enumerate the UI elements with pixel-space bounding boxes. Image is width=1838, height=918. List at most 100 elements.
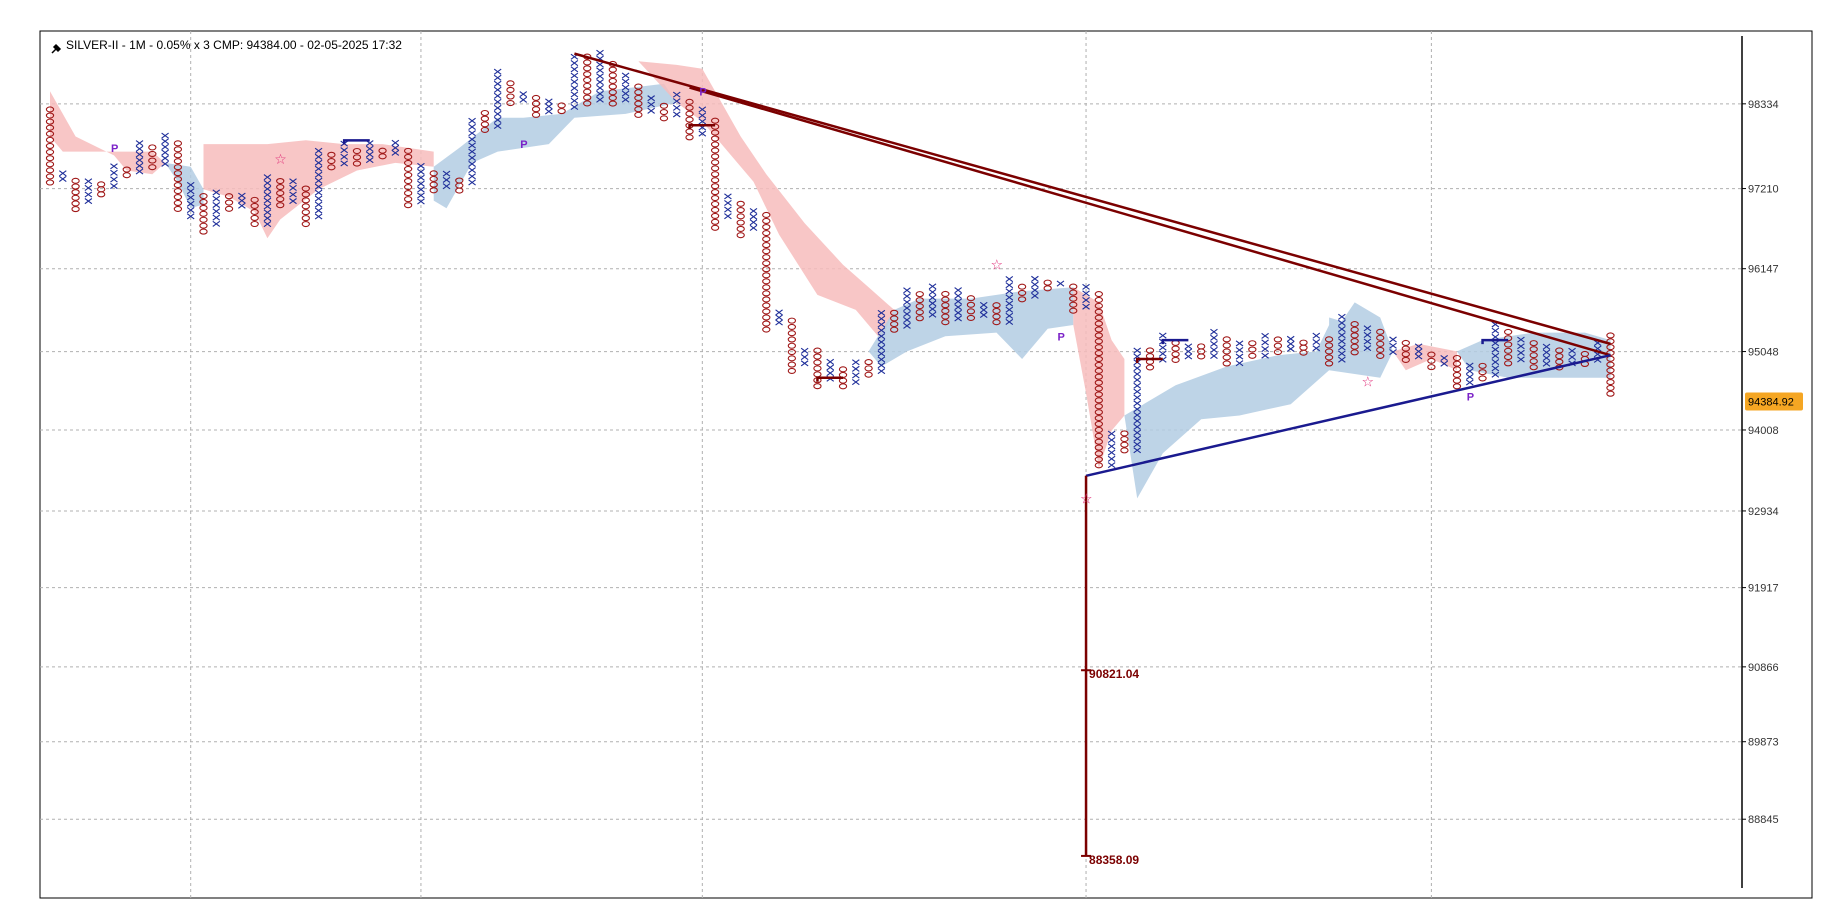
- x-column: [596, 49, 604, 103]
- o-box: [1503, 341, 1513, 348]
- x-box: [442, 176, 451, 183]
- o-box: [276, 190, 285, 197]
- x-column: [1542, 343, 1551, 367]
- o-box: [250, 214, 259, 222]
- x-box: [749, 207, 758, 215]
- o-box: [378, 147, 387, 154]
- x-box: [468, 117, 476, 124]
- o-column: [1376, 328, 1385, 359]
- x-box: [1005, 276, 1014, 283]
- o-box: [710, 141, 720, 148]
- o-box: [71, 177, 80, 184]
- x-box: [391, 144, 400, 151]
- o-box: [736, 213, 745, 220]
- x-box: [212, 208, 221, 215]
- x-box: [519, 96, 528, 103]
- x-box: [1568, 354, 1576, 361]
- x-box: [1133, 441, 1142, 448]
- x-box: [1440, 354, 1449, 362]
- x-box: [314, 189, 323, 196]
- x-box: [1465, 379, 1474, 386]
- x-box: [314, 165, 323, 172]
- o-box: [1017, 296, 1027, 303]
- x-box: [877, 362, 886, 369]
- o-box: [762, 248, 771, 255]
- o-box: [71, 200, 80, 207]
- o-box: [45, 149, 55, 156]
- o-box: [1478, 362, 1487, 369]
- o-box: [813, 365, 822, 372]
- o-box: [787, 348, 797, 356]
- o-box: [966, 301, 976, 308]
- x-box: [826, 370, 835, 377]
- o-column: [890, 309, 899, 333]
- x-box: [110, 163, 118, 170]
- x-box: [1491, 352, 1500, 359]
- x-column: [1235, 340, 1244, 367]
- x-box: [851, 365, 860, 372]
- star-icon: ☆: [1080, 491, 1093, 507]
- o-box: [1606, 332, 1615, 339]
- o-box: [787, 336, 797, 343]
- o-box: [710, 200, 720, 208]
- x-box: [1517, 336, 1525, 343]
- o-box: [403, 159, 413, 166]
- x-column: [238, 192, 246, 209]
- o-box: [915, 309, 924, 316]
- o-column: [1017, 283, 1027, 303]
- x-box: [928, 311, 937, 318]
- x-box: [493, 68, 502, 75]
- o-box: [1503, 354, 1513, 361]
- x-box: [1031, 287, 1039, 294]
- x-box: [1107, 436, 1116, 444]
- x-box: [596, 73, 604, 80]
- x-box: [621, 78, 630, 85]
- o-column: [352, 147, 362, 167]
- x-box: [1414, 343, 1423, 350]
- x-box: [238, 197, 246, 204]
- o-box: [122, 172, 131, 179]
- target-label: 90821.04: [1089, 667, 1139, 681]
- x-box: [314, 207, 323, 214]
- x-box: [493, 80, 502, 87]
- o-box: [583, 65, 592, 72]
- o-box: [736, 207, 745, 214]
- o-box: [787, 330, 797, 337]
- x-box: [1133, 388, 1142, 395]
- o-box: [1120, 441, 1129, 448]
- x-box: [1235, 346, 1244, 354]
- x-box: [1338, 344, 1346, 351]
- o-box: [1606, 384, 1615, 391]
- o-box: [1094, 338, 1103, 345]
- x-box: [365, 145, 374, 152]
- x-box: [135, 168, 144, 175]
- x-box: [1031, 292, 1039, 299]
- o-box: [403, 202, 413, 209]
- o-box: [1478, 375, 1487, 382]
- o-box: [1094, 397, 1103, 404]
- x-column: [1082, 283, 1090, 310]
- x-box: [1363, 338, 1372, 345]
- x-box: [1261, 352, 1269, 359]
- o-column: [506, 80, 515, 107]
- y-axis: 98334 97210 96147 95048 94008 92934 91917 90866…: [1742, 99, 1779, 826]
- o-box: [557, 102, 566, 109]
- o-box: [45, 179, 55, 186]
- o-box: [71, 206, 80, 213]
- o-box: [1094, 391, 1103, 398]
- x-box: [1338, 313, 1346, 320]
- x-column: [135, 140, 144, 175]
- o-column: [966, 295, 976, 322]
- o-box: [148, 150, 157, 158]
- o-box: [992, 307, 1001, 314]
- o-box: [1606, 361, 1615, 368]
- x-box: [493, 86, 502, 93]
- o-box: [531, 94, 541, 101]
- x-box: [903, 316, 911, 323]
- x-column: [724, 193, 732, 220]
- o-box: [710, 212, 720, 219]
- o-column: [736, 200, 745, 239]
- o-box: [634, 83, 643, 90]
- o-box: [890, 309, 899, 316]
